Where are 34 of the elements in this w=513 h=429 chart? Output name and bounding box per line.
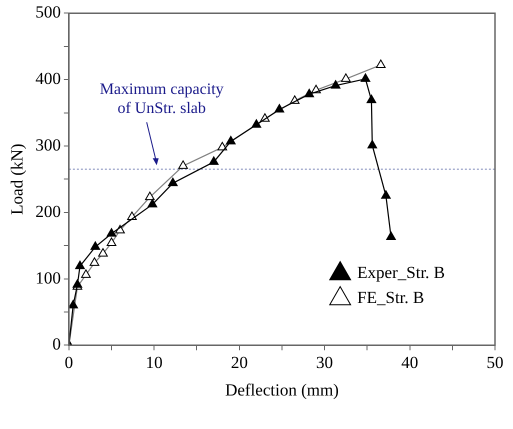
point [367, 140, 378, 148]
y-tick-label: 0 [52, 334, 61, 354]
point [90, 241, 100, 250]
point [330, 80, 340, 89]
y-tick-label: 200 [35, 202, 61, 221]
point [208, 156, 219, 165]
annotation: Maximum capacity of UnStr. slab [100, 81, 224, 118]
legend-label: Exper_Str. B [357, 263, 446, 282]
y-tick-label: 400 [35, 69, 61, 88]
point [304, 88, 314, 98]
x-tick-label: 50 [486, 352, 504, 372]
point [68, 300, 78, 308]
x-tick-label: 20 [230, 352, 248, 372]
point [148, 198, 158, 208]
x-tick-label: 10 [146, 352, 163, 372]
y-axis-title: Load (kN) [8, 144, 27, 215]
point [360, 73, 370, 82]
y-tick-label: 500 [35, 2, 61, 22]
y-tick-label: 300 [35, 135, 61, 154]
x-axis-title: Deflection (mm) [225, 380, 339, 400]
point [366, 94, 376, 104]
point [226, 136, 236, 144]
x-tick-label: 0 [64, 352, 74, 372]
x-tick-label: 30 [316, 352, 334, 372]
x-tick-label: 40 [401, 352, 418, 372]
point [168, 178, 178, 186]
point [386, 231, 396, 240]
y-tick-label: 100 [35, 268, 61, 288]
legend-label: FE_Str. B [357, 288, 424, 308]
point [252, 119, 262, 128]
point [75, 260, 85, 270]
point [106, 228, 116, 237]
point [274, 104, 284, 112]
point [381, 190, 391, 199]
